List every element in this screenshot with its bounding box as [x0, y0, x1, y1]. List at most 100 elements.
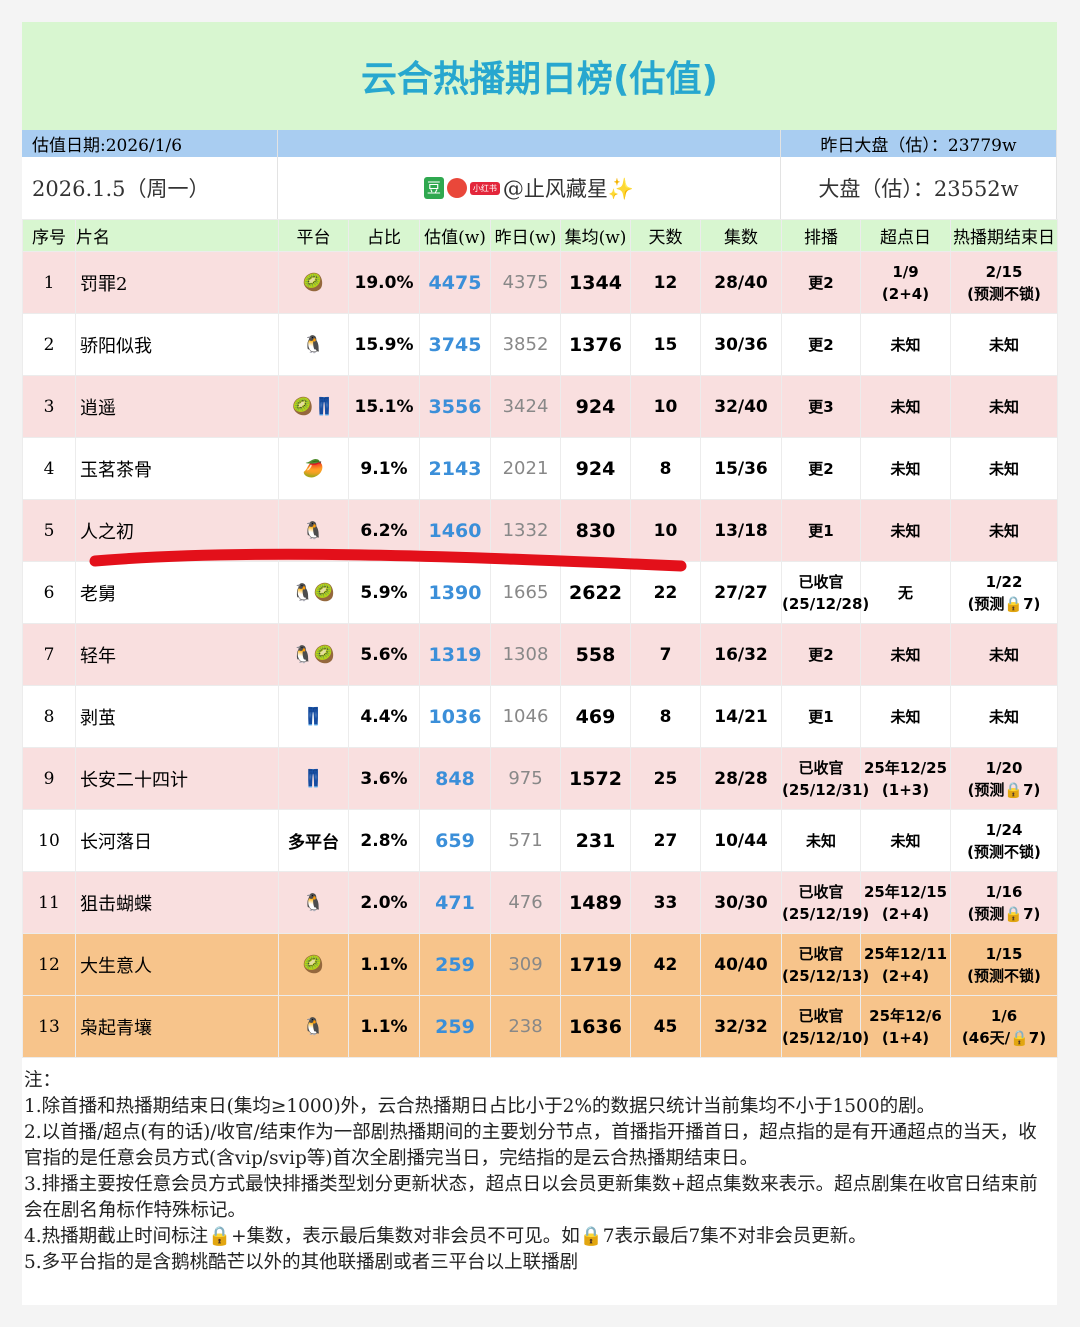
platform: 🥭 [278, 437, 349, 500]
days: 22 [630, 561, 701, 624]
note: 3.排播主要按任意会员方式最快排播类型划分更新状态，超点日以会员更新集数+超点集… [24, 1174, 1038, 1221]
episode-avg: 469 [560, 685, 631, 748]
share: 6.2% [348, 499, 420, 562]
schedule-line: (25/12/31) [782, 780, 870, 799]
peak-day-line: 未知 [890, 397, 921, 416]
note: 5.多平台指的是含鹅桃酷芒以外的其他联播剧或者三平台以上联播剧 [24, 1252, 579, 1273]
estimate: 1036 [419, 685, 491, 748]
schedule-line: 未知 [805, 831, 836, 850]
end-day: 1/16 (预测🔒7) [950, 871, 1058, 934]
table-row: 8 剥茧 👖 4.4% 1036 1046 469 8 14/21 更1 未知 未知 [22, 685, 1058, 748]
peak-day-line: 25年12/25 [863, 758, 948, 777]
end-day-line: 2/15 [985, 262, 1023, 281]
schedule-line: 更3 [808, 397, 834, 416]
author-cell: 豆 小红书 @止风藏星✨ [278, 157, 781, 219]
table-row: 7 轻年 🐧🥝 5.6% 1319 1308 558 7 16/32 更2 未知 未知 [22, 623, 1058, 686]
peak-day-line: 25年12/11 [863, 944, 948, 963]
rank: 2 [22, 313, 76, 376]
title: 长河落日 [75, 809, 279, 872]
info-row: 2026.1.5（周一） 豆 小红书 @止风藏星✨ 大盘（估）：23552w [22, 157, 1057, 219]
schedule-line: (25/12/28) [782, 594, 870, 613]
end-day-line: 1/16 [985, 882, 1023, 901]
end-day: 未知 [950, 375, 1058, 438]
peak-day-line: 未知 [890, 521, 921, 540]
yesterday: 4375 [490, 251, 561, 314]
end-day-line: (预测🔒7) [967, 904, 1041, 923]
schedule-line: (25/12/19) [782, 904, 870, 923]
yesterday: 3852 [490, 313, 561, 376]
episodes: 32/32 [700, 995, 782, 1058]
episodes: 30/36 [700, 313, 782, 376]
peak-day-line: 25年12/15 [863, 882, 948, 901]
rank: 13 [22, 995, 76, 1058]
estimate: 2143 [419, 437, 491, 500]
estimate: 659 [419, 809, 491, 872]
title: 玉茗茶骨 [75, 437, 279, 500]
table-row: 2 骄阳似我 🐧 15.9% 3745 3852 1376 15 30/36 更2 未知 未知 [22, 313, 1058, 376]
days: 10 [630, 499, 701, 562]
schedule: 更2 [781, 437, 861, 500]
end-day-line: 1/20 [985, 758, 1023, 777]
end-day-line: (预测🔒7) [967, 594, 1041, 613]
yesterday-total: 昨日大盘（估）：23779w [781, 130, 1057, 157]
column-header: 片名 [75, 219, 279, 252]
table-row: 9 长安二十四计 👖 3.6% 848 975 1572 25 28/28 已收官 (25/12/3… [22, 747, 1058, 810]
share: 5.9% [348, 561, 420, 624]
column-header: 超点日 [860, 219, 951, 252]
yesterday: 2021 [490, 437, 561, 500]
notes-title: 注： [24, 1070, 62, 1091]
date: 2026.1.5（周一） [22, 157, 278, 219]
title: 狙击蝴蝶 [75, 871, 279, 934]
yesterday: 1308 [490, 623, 561, 686]
share: 5.6% [348, 623, 420, 686]
schedule: 已收官 (25/12/13) [781, 933, 869, 996]
episodes: 32/40 [700, 375, 782, 438]
table-row: 1 罚罪2 🥝 19.0% 4475 4375 1344 12 28/40 更2 1/9 (2+4) 2… [22, 251, 1058, 314]
share: 1.1% [348, 933, 420, 996]
episode-avg: 1376 [560, 313, 631, 376]
schedule: 已收官 (25/12/19) [781, 871, 870, 934]
estimate: 259 [419, 995, 491, 1058]
schedule: 更1 [781, 685, 861, 748]
episodes: 10/44 [700, 809, 782, 872]
sheet: 云合热播期日榜(估值) 估值日期:2026/1/6 昨日大盘（估）：23779w… [22, 22, 1058, 1305]
estimate: 4475 [419, 251, 491, 314]
platform: 🥝 [278, 251, 349, 314]
peak-day: 未知 [860, 623, 951, 686]
days: 15 [630, 313, 701, 376]
end-day-line: (46天/🔒7) [961, 1028, 1047, 1047]
episode-avg: 924 [560, 437, 631, 500]
column-header: 热播期结束日 [950, 219, 1058, 252]
note: 2.以首播/超点(有的话)/收官/结束作为一部剧热播期间的主要划分节点，首播指开… [24, 1122, 1037, 1169]
end-day-line: 未知 [988, 521, 1019, 540]
rank: 12 [22, 933, 76, 996]
author: @止风藏星✨ [502, 177, 635, 201]
end-day: 1/6 (46天/🔒7) [950, 995, 1058, 1058]
table-row: 12 大生意人 🥝 1.1% 259 309 1719 42 40/40 已收官 (25/12/13… [22, 933, 1058, 996]
end-day-line: (预测不锁) [967, 966, 1041, 985]
end-day: 未知 [950, 623, 1058, 686]
column-header: 序号 [22, 219, 76, 252]
yesterday: 1665 [490, 561, 561, 624]
peak-day-line: 未知 [890, 831, 921, 850]
end-day-line: 1/24 [985, 820, 1023, 839]
peak-day-line: (2+4) [881, 904, 930, 923]
episodes: 27/27 [700, 561, 782, 624]
episodes: 13/18 [700, 499, 782, 562]
platform: 👖 [278, 747, 349, 810]
total: 大盘（估）：23552w [781, 157, 1057, 219]
estimate: 3556 [419, 375, 491, 438]
share: 15.9% [348, 313, 420, 376]
rank: 9 [22, 747, 76, 810]
episode-avg: 1489 [560, 871, 631, 934]
schedule: 更3 [781, 375, 861, 438]
days: 42 [630, 933, 701, 996]
peak-day-line: 1/9 [892, 262, 919, 281]
douban-badge: 豆 [423, 177, 444, 199]
title: 云合热播期日榜(估值) [22, 22, 1057, 130]
schedule-line: (25/12/10) [782, 1028, 870, 1047]
platform: 🐧 [278, 871, 349, 934]
days: 7 [630, 623, 701, 686]
peak-day: 未知 [860, 375, 951, 438]
